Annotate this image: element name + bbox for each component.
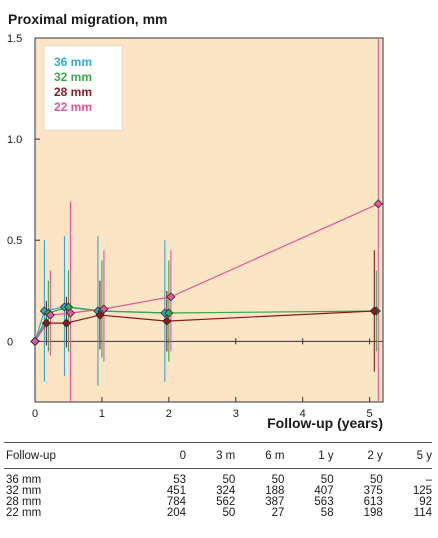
point-22-mm bbox=[373, 199, 383, 209]
table-cell: 50 bbox=[222, 507, 236, 519]
y-tick-label: 0.5 bbox=[7, 235, 22, 247]
table-cell: 784 bbox=[166, 496, 187, 508]
table-cell: 114 bbox=[413, 507, 432, 519]
table-cell: 36 mm bbox=[6, 474, 42, 486]
legend-item-32-mm: 32 mm bbox=[54, 70, 92, 84]
table-cell: 375 bbox=[363, 485, 383, 497]
point-22-mm bbox=[65, 308, 76, 318]
series-line-22-mm bbox=[34, 203, 379, 342]
table-cell: 613 bbox=[363, 496, 383, 508]
table-row: 22 mm 204 50 27 58 198 114 bbox=[4, 507, 432, 519]
point-28-mm bbox=[95, 310, 105, 320]
table-cell: 125 bbox=[412, 485, 432, 497]
x-tick-label: 5 bbox=[367, 408, 373, 420]
table-header-cell: 2 y bbox=[333, 442, 383, 469]
x-axis-label: Follow-up (years) bbox=[267, 415, 383, 431]
table-cell: 407 bbox=[314, 485, 334, 497]
table-cell: 22 mm bbox=[6, 507, 42, 519]
point-28-mm bbox=[369, 306, 379, 316]
table-header-row: Follow-up 0 3 m 6 m 1 y 2 y 5 y bbox=[4, 442, 432, 469]
x-tick-label: 1 bbox=[99, 408, 105, 420]
legend-item-28-mm: 28 mm bbox=[54, 85, 92, 99]
point-22-mm bbox=[166, 292, 176, 302]
y-tick-label: 1.5 bbox=[7, 33, 22, 45]
point-28-mm bbox=[162, 316, 172, 326]
table-header-cell: 5 y bbox=[382, 442, 432, 469]
table-row: 36 mm 53 50 50 50 50 – bbox=[4, 469, 432, 487]
chart-title: Proximal migration, mm bbox=[8, 11, 167, 27]
legend-item-36-mm: 36 mm bbox=[54, 55, 92, 69]
table-cell: 50 bbox=[222, 474, 236, 486]
table-header-cell: 6 m bbox=[235, 442, 285, 469]
table-cell: 50 bbox=[320, 474, 334, 486]
table-header-cell: 0 bbox=[136, 442, 187, 469]
table-cell: 50 bbox=[369, 474, 383, 486]
table-cell: 387 bbox=[265, 496, 285, 508]
table-cell: 562 bbox=[216, 496, 236, 508]
x-tick-label: 4 bbox=[300, 408, 306, 420]
table-header-cell: Follow-up bbox=[4, 442, 137, 469]
y-tick-label: 1.0 bbox=[7, 134, 22, 146]
table-cell: 198 bbox=[363, 507, 383, 519]
point-32-mm bbox=[164, 308, 174, 318]
legend-box bbox=[43, 45, 123, 131]
table-cell: 92 bbox=[419, 496, 432, 508]
table-cell: 204 bbox=[166, 507, 187, 519]
table-cell: 50 bbox=[271, 474, 285, 486]
migration-chart: Proximal migration, mm 00.51.01.50 1 2 3 4 5 … bbox=[7, 11, 384, 431]
series-line-32-mm bbox=[34, 306, 377, 342]
point-22-mm bbox=[30, 336, 40, 346]
table-cell: 451 bbox=[166, 485, 187, 497]
point-28-mm bbox=[41, 318, 51, 328]
table-cell: 53 bbox=[173, 474, 187, 486]
table-cell: – bbox=[425, 474, 432, 486]
point-28-mm bbox=[61, 318, 72, 328]
point-22-mm bbox=[45, 310, 55, 320]
table-cell: 27 bbox=[271, 507, 285, 519]
table-cell: 188 bbox=[265, 485, 285, 497]
table-cell: 28 mm bbox=[6, 496, 42, 508]
point-22-mm bbox=[99, 304, 109, 314]
table-cell: 563 bbox=[314, 496, 334, 508]
table-row: 32 mm 451 324 188 407 375 125 bbox=[4, 485, 432, 497]
y-tick-label: 0 bbox=[7, 336, 13, 348]
legend-item-22-mm: 22 mm bbox=[54, 100, 92, 114]
table-header-cell: 3 m bbox=[186, 442, 236, 469]
table-cell: 58 bbox=[320, 507, 334, 519]
x-tick-label: 3 bbox=[233, 408, 239, 420]
x-tick-label: 2 bbox=[166, 408, 172, 420]
x-tick-label: 0 bbox=[32, 408, 38, 420]
table-row: 28 mm 784 562 387 563 613 92 bbox=[4, 496, 432, 508]
follow-up-table: Follow-up 0 3 m 6 m 1 y 2 y 5 y 36 mm 53… bbox=[4, 442, 432, 519]
table-header-cell: 1 y bbox=[284, 442, 334, 469]
table-cell: 32 mm bbox=[6, 485, 42, 497]
table-cell: 324 bbox=[216, 485, 236, 497]
marks-layer bbox=[30, 38, 383, 402]
grid-layer: 0 0.5 1.0 1.5 0 1 2 3 4 5 bbox=[7, 33, 383, 420]
